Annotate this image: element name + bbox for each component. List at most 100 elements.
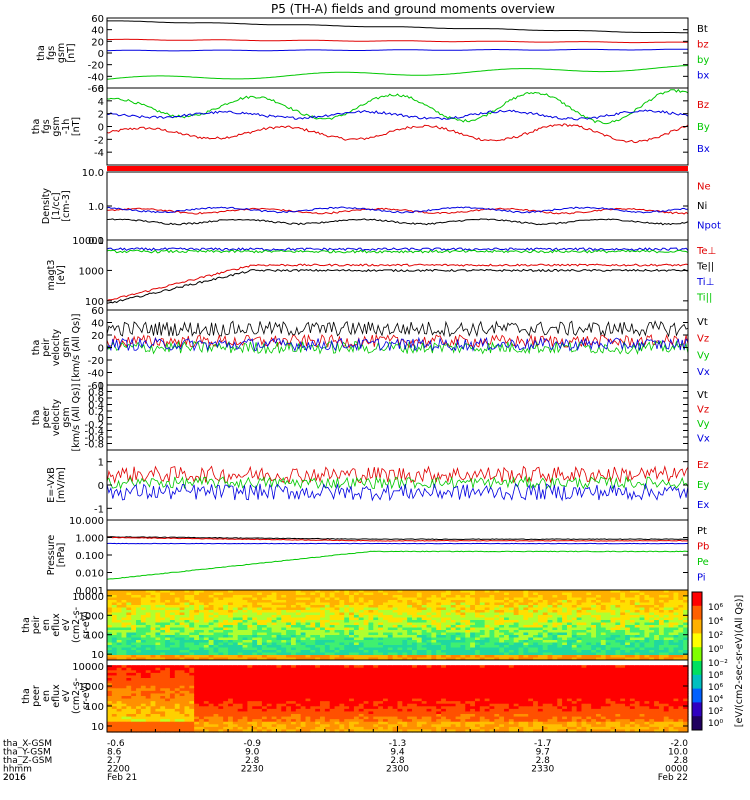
heatmap-cell xyxy=(107,706,113,710)
heatmap-cell xyxy=(223,693,229,697)
heatmap-cell xyxy=(203,612,210,616)
heatmap-cell xyxy=(145,721,152,725)
heatmap-cell xyxy=(678,652,684,656)
heatmap-cell xyxy=(145,711,152,715)
heatmap-cell xyxy=(261,708,268,713)
heatmap-cell xyxy=(605,615,612,619)
heatmap-cell xyxy=(295,706,302,710)
heatmap-cell xyxy=(329,724,336,728)
heatmap-cell xyxy=(605,640,612,644)
heatmap-cell xyxy=(213,667,219,671)
heatmap-cell xyxy=(165,610,171,614)
heatmap-cell xyxy=(281,698,287,702)
heatmap-cell xyxy=(281,711,287,715)
heatmap-cell xyxy=(663,630,670,634)
y-axis-label: sr-eV) xyxy=(81,611,92,639)
heatmap-cell xyxy=(445,620,452,624)
heatmap-cell xyxy=(228,632,234,636)
heatmap-cell xyxy=(658,650,665,654)
heatmap-cell xyxy=(179,612,186,616)
heatmap-cell xyxy=(416,612,423,616)
heatmap-cell xyxy=(392,642,399,646)
heatmap-cell xyxy=(407,610,413,614)
heatmap-cell xyxy=(460,607,466,611)
heatmap-cell xyxy=(136,602,142,606)
heatmap-cell xyxy=(537,605,544,609)
heatmap-cell xyxy=(586,602,592,606)
heatmap-cell xyxy=(252,657,258,661)
heatmap-cell xyxy=(266,622,273,626)
heatmap-cell xyxy=(136,672,142,677)
heatmap-cell xyxy=(257,662,263,666)
heatmap-cell xyxy=(121,590,127,594)
heatmap-cell xyxy=(373,607,379,611)
heatmap-cell xyxy=(300,605,307,609)
heatmap-cell xyxy=(552,635,558,639)
heatmap-cell xyxy=(552,600,558,604)
heatmap-cell xyxy=(126,706,132,710)
heatmap-cell xyxy=(470,592,476,596)
y-tick-label: -2 xyxy=(94,135,104,146)
heatmap-cell xyxy=(179,622,186,626)
heatmap-cell xyxy=(198,703,205,707)
heatmap-cell xyxy=(499,625,505,629)
heatmap-cell xyxy=(213,620,219,624)
heatmap-cell xyxy=(320,597,326,601)
heatmap-cell xyxy=(315,716,321,720)
heatmap-cell xyxy=(581,607,587,611)
heatmap-cell xyxy=(479,607,486,611)
heatmap-cell xyxy=(247,605,253,609)
heatmap-cell xyxy=(431,612,437,616)
heatmap-cell xyxy=(150,645,157,649)
heatmap-cell xyxy=(184,680,190,684)
heatmap-cell xyxy=(174,665,181,669)
heatmap-cell xyxy=(625,655,631,659)
heatmap-cell xyxy=(184,590,190,594)
heatmap-cell xyxy=(165,667,171,671)
heatmap-cell xyxy=(286,612,292,616)
heatmap-cell xyxy=(339,667,345,671)
heatmap-cell xyxy=(121,726,127,731)
heatmap-cell xyxy=(300,607,307,611)
heatmap-cell xyxy=(620,595,626,599)
heatmap-cell xyxy=(145,607,152,611)
heatmap-cell xyxy=(625,592,631,596)
heatmap-cell xyxy=(305,600,311,604)
heatmap-cell xyxy=(281,615,287,619)
heatmap-cell xyxy=(140,708,147,713)
heatmap-cell xyxy=(605,632,612,636)
heatmap-cell xyxy=(513,600,520,604)
heatmap-cell xyxy=(271,678,278,682)
heatmap-cell xyxy=(474,605,481,609)
heatmap-cell xyxy=(494,600,500,604)
heatmap-cell xyxy=(169,592,176,596)
heatmap-cell xyxy=(198,605,205,609)
heatmap-cell xyxy=(228,647,234,651)
heatmap-cell xyxy=(286,719,292,723)
heatmap-cell xyxy=(591,590,597,594)
heatmap-cell xyxy=(445,657,452,661)
heatmap-cell xyxy=(629,657,636,661)
heatmap-cell xyxy=(107,602,113,606)
heatmap-cell xyxy=(445,622,452,626)
heatmap-cell xyxy=(479,647,486,651)
heatmap-cell xyxy=(349,635,355,639)
heatmap-cell xyxy=(174,622,181,626)
heatmap-cell xyxy=(184,615,190,619)
heatmap-cell xyxy=(252,726,258,731)
heatmap-cell xyxy=(537,635,544,639)
heatmap-cell xyxy=(639,592,646,596)
heatmap-cell xyxy=(373,617,379,621)
heatmap-cell xyxy=(683,625,689,629)
heatmap-cell xyxy=(203,706,210,710)
heatmap-cell xyxy=(266,647,273,651)
heatmap-cell xyxy=(479,635,486,639)
heatmap-cell xyxy=(310,620,316,624)
heatmap-cell xyxy=(252,622,258,626)
heatmap-cell xyxy=(247,595,253,599)
heatmap-cell xyxy=(344,645,350,649)
heatmap-cell xyxy=(562,592,568,596)
legend-Ti⊥: Ti⊥ xyxy=(696,277,714,288)
heatmap-cell xyxy=(228,652,234,656)
